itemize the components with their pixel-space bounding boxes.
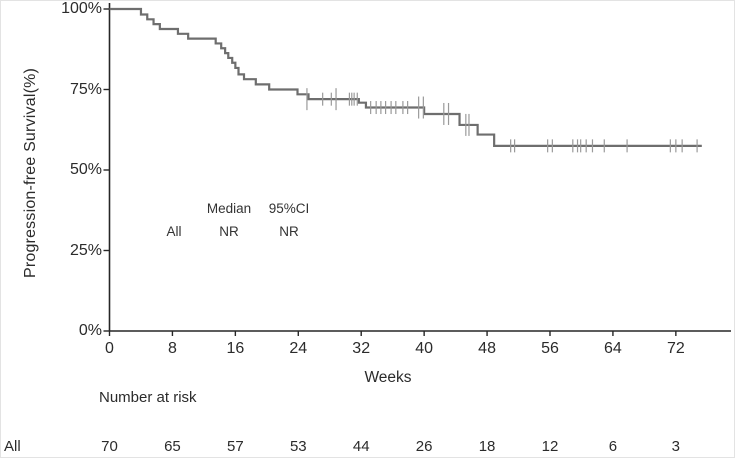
x-tick-label: 32 <box>352 340 371 357</box>
x-tick-label: 8 <box>167 340 177 357</box>
x-tick-label: 16 <box>226 340 245 357</box>
risk-count: 6 <box>608 438 618 455</box>
risk-count: 65 <box>164 438 181 455</box>
risk-count: 70 <box>101 438 118 455</box>
x-axis-title: Weeks <box>364 369 412 386</box>
x-tick-label: 64 <box>604 340 622 357</box>
y-tick-label: 0% <box>78 322 102 339</box>
x-tick-label: 72 <box>666 340 685 357</box>
number-at-risk-header: Number at risk <box>99 389 197 406</box>
risk-count: 57 <box>227 438 244 455</box>
risk-row-label: All <box>4 438 21 455</box>
risk-count: 3 <box>671 438 681 455</box>
risk-count: 44 <box>352 438 370 455</box>
x-tick-label: 24 <box>289 340 308 357</box>
x-tick-label: 40 <box>415 340 434 357</box>
annotation-ci-value: NR <box>279 224 299 239</box>
risk-count: 18 <box>478 438 496 455</box>
x-tick-label: 48 <box>478 340 496 357</box>
annotation-median-value: NR <box>219 224 239 239</box>
annotation-group-label: All <box>166 224 182 239</box>
y-tick-label: 75% <box>69 80 102 98</box>
annotation-median-header: Median <box>206 201 252 216</box>
y-tick-label: 100% <box>61 0 102 17</box>
risk-count: 53 <box>289 438 307 455</box>
risk-count: 12 <box>541 438 559 455</box>
survival-curve <box>109 7 702 147</box>
risk-count: 26 <box>415 438 433 455</box>
x-tick-label: 56 <box>541 340 559 357</box>
annotation-ci-header: 95%CI <box>268 201 310 216</box>
y-tick-label: 25% <box>69 241 102 259</box>
y-axis-title: Progression-free Survival(%) <box>22 67 39 279</box>
x-tick-label: 0 <box>105 340 114 357</box>
y-tick-label: 50% <box>69 161 102 178</box>
